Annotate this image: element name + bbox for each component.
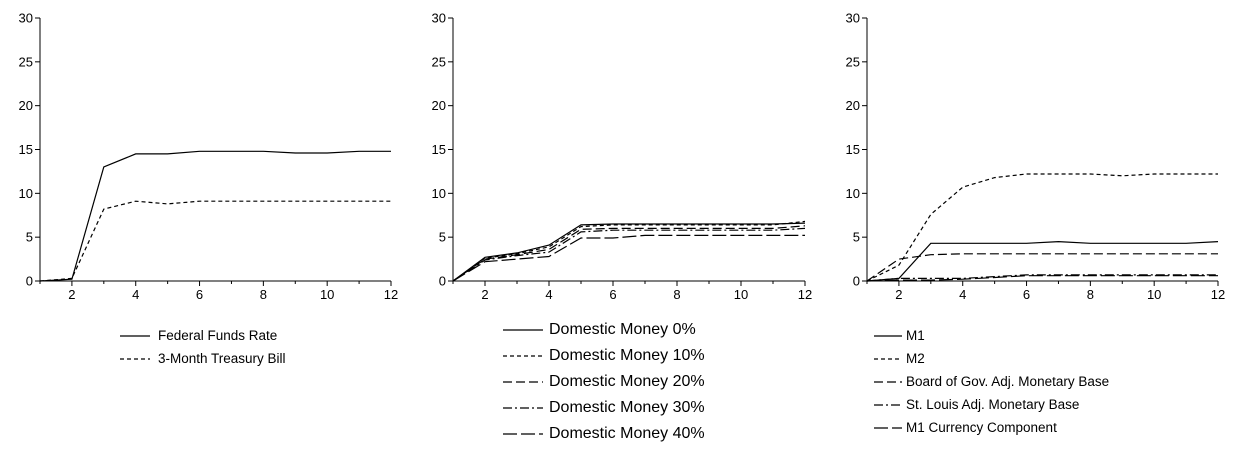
legend-label: 3-Month Treasury Bill: [158, 351, 286, 366]
x-tick-label: 10: [734, 287, 748, 302]
series-line-2: [866, 173, 1218, 282]
series-line-4: [452, 227, 806, 282]
legend-label: Domestic Money 10%: [549, 347, 705, 364]
y-tick-label: 5: [439, 230, 446, 245]
x-tick-label: 4: [132, 287, 139, 302]
legend-label: Domestic Money 0%: [549, 321, 696, 338]
series-line-2: [39, 200, 391, 282]
series-line-4: [866, 274, 1218, 282]
x-tick-label: 8: [1087, 287, 1094, 302]
y-tick-label: 20: [19, 98, 33, 113]
x-tick-label: 10: [320, 287, 334, 302]
legend: Federal Funds Rate 3-Month Treasury Bill: [120, 328, 286, 366]
x-tick-label: 6: [1023, 287, 1030, 302]
legend-label: Domestic Money 30%: [549, 399, 705, 416]
y-tick-label: 20: [432, 98, 446, 113]
y-tick-label: 30: [432, 11, 446, 26]
y-tick-label: 25: [846, 54, 860, 69]
x-tick-label: 12: [798, 287, 812, 302]
x-tick-label: 8: [673, 287, 680, 302]
y-tick-label: 20: [846, 98, 860, 113]
x-tick-label: 2: [68, 287, 75, 302]
x-tick-label: 2: [481, 287, 488, 302]
chart-panel-3: 0 5 10 15 20 25 30 2 4 6 8 10 12 M1 M2 Board of Gov. Ad…: [846, 11, 1226, 436]
x-tick-label: 10: [1147, 287, 1161, 302]
y-tick-label: 5: [26, 230, 33, 245]
y-tick-label: 10: [846, 186, 860, 201]
x-tick-label: 6: [609, 287, 616, 302]
x-tick-label: 12: [384, 287, 398, 302]
series-line-5: [866, 275, 1218, 282]
series-line-2: [452, 220, 806, 282]
chart-panel-1: 0 5 10 15 20 25 30 2 4 6 8 10 12 Federal Funds Rate 3-…: [19, 11, 399, 367]
y-tick-label: 0: [439, 274, 446, 289]
y-tick-label: 15: [432, 142, 446, 157]
x-tick-label: 4: [545, 287, 552, 302]
series-line-3: [452, 225, 806, 282]
y-tick-label: 10: [19, 186, 33, 201]
legend-label: Board of Gov. Adj. Monetary Base: [906, 374, 1109, 389]
legend-label: M1 Currency Component: [906, 420, 1057, 435]
legend: Domestic Money 0% Domestic Money 10% Domes…: [503, 321, 705, 442]
series-line-1: [452, 222, 806, 282]
x-tick-label: 12: [1211, 287, 1225, 302]
series-line-1: [866, 240, 1219, 282]
legend-label: M2: [906, 351, 925, 366]
legend-label: St. Louis Adj. Monetary Base: [906, 397, 1079, 412]
series-line-3: [866, 253, 1218, 282]
series-line-1: [39, 150, 391, 282]
series-line-5: [452, 234, 805, 282]
y-tick-label: 25: [19, 54, 33, 69]
legend-label: Domestic Money 20%: [549, 373, 705, 390]
legend-label: M1: [906, 328, 925, 343]
x-tick-label: 8: [260, 287, 267, 302]
legend-label: Domestic Money 40%: [549, 425, 705, 442]
y-tick-label: 10: [432, 186, 446, 201]
y-tick-label: 30: [19, 11, 33, 26]
x-tick-label: 6: [196, 287, 203, 302]
x-tick-label: 2: [895, 287, 902, 302]
legend-label: Federal Funds Rate: [158, 328, 277, 343]
y-tick-label: 25: [432, 54, 446, 69]
y-tick-label: 15: [846, 142, 860, 157]
y-tick-label: 0: [853, 274, 860, 289]
y-tick-label: 5: [853, 230, 860, 245]
y-tick-label: 30: [846, 11, 860, 26]
y-tick-label: 15: [19, 142, 33, 157]
x-tick-label: 4: [959, 287, 966, 302]
legend: M1 M2 Board of Gov. Adj. Monetary Base St. …: [874, 328, 1109, 435]
y-tick-label: 0: [26, 274, 33, 289]
